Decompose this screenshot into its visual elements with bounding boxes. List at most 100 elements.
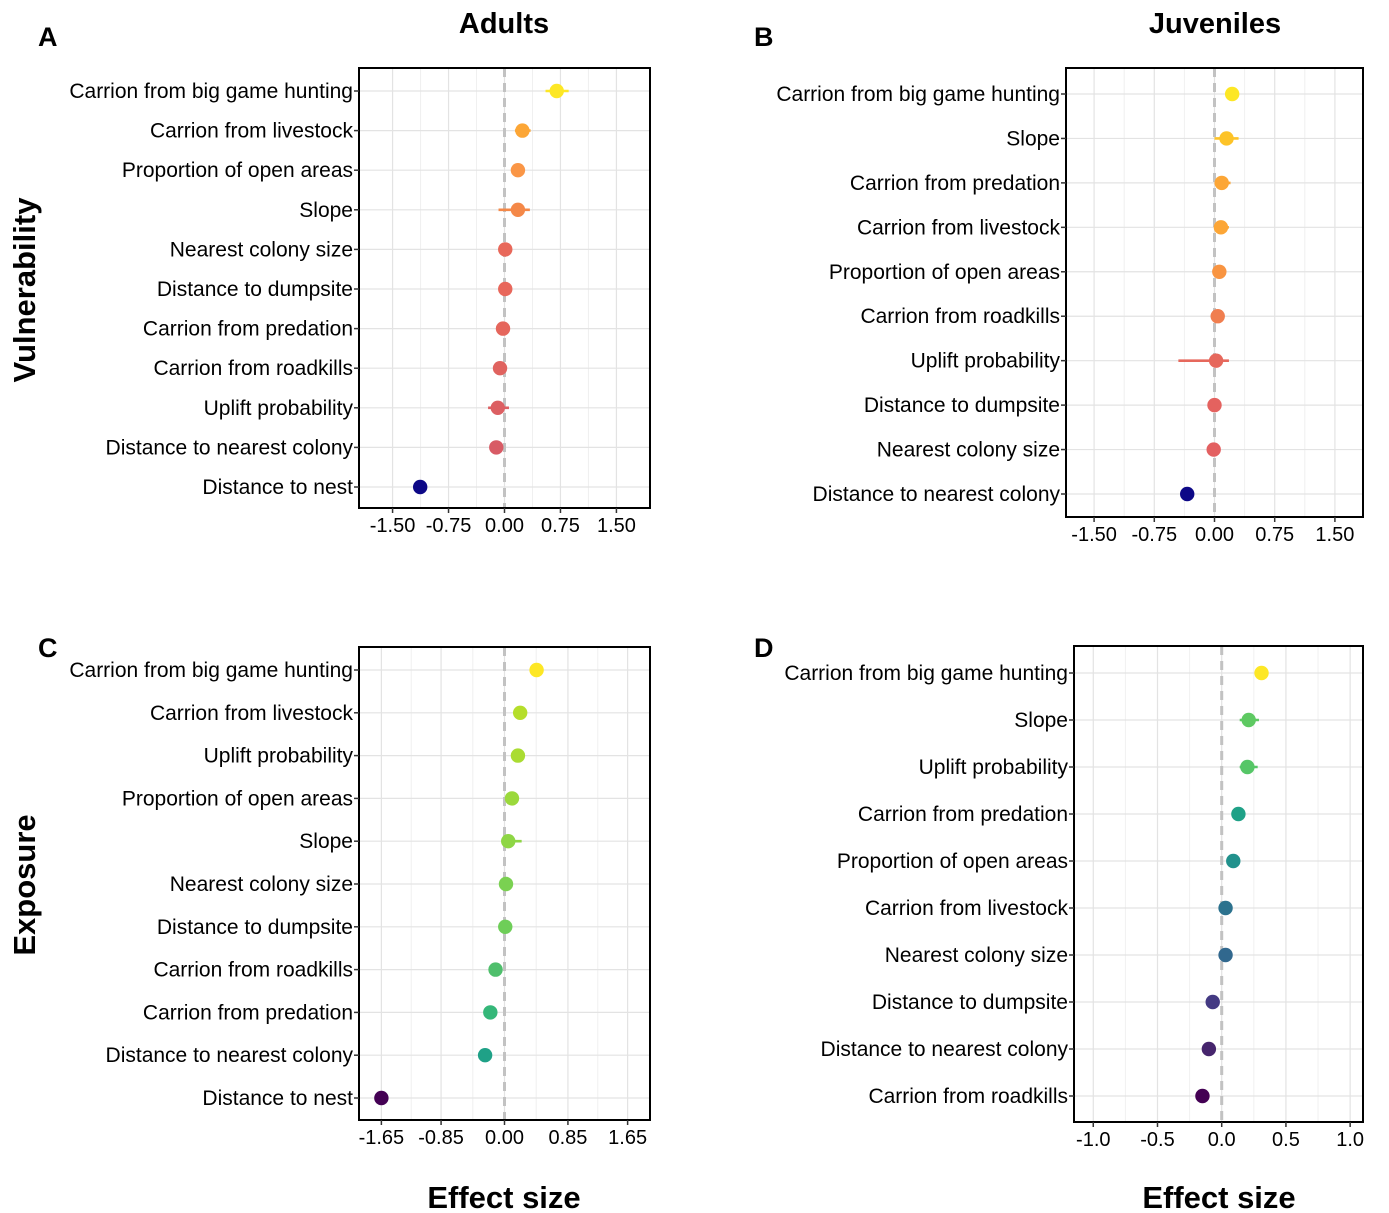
effect-point (1254, 665, 1269, 681)
effect-point (1180, 486, 1195, 502)
y-tick-label: Carrion from predation (858, 803, 1068, 826)
y-tick-label: Carrion from roadkills (868, 1085, 1068, 1108)
effect-point (1214, 175, 1229, 191)
effect-point (504, 791, 520, 806)
y-tick-label: Distance to dumpsite (864, 394, 1060, 417)
effect-point (1208, 353, 1224, 368)
effect-point (510, 163, 526, 178)
y-tick-label: Carrion from big game hunting (69, 80, 353, 103)
y-tick-label: Uplift probability (919, 756, 1069, 779)
effect-point (498, 242, 513, 257)
y-tick-label: Carrion from livestock (150, 120, 354, 143)
y-tick-label: Carrion from predation (850, 172, 1060, 195)
effect-point (515, 123, 530, 138)
y-tick-label: Slope (299, 199, 353, 222)
x-tick-label: 0.0 (1208, 1129, 1236, 1151)
column-title-adults: Adults (459, 8, 549, 40)
y-tick-label: Proportion of open areas (829, 261, 1060, 284)
effect-point (549, 83, 564, 99)
effect-point (1206, 442, 1221, 457)
effect-point (489, 440, 504, 455)
effect-point (490, 400, 505, 415)
y-tick-label: Slope (1014, 709, 1068, 732)
column-title-juveniles: Juveniles (1149, 8, 1281, 40)
y-tick-label: Carrion from livestock (857, 216, 1061, 239)
x-tick-label: -1.0 (1076, 1129, 1110, 1151)
y-tick-label: Carrion from roadkills (153, 959, 353, 982)
x-tick-label: 0.00 (485, 515, 524, 537)
x-tick-label: -0.85 (418, 1127, 464, 1149)
y-tick-label: Nearest colony size (885, 944, 1068, 967)
effect-point (1195, 1088, 1210, 1104)
panel-a: A Carrion from big game hunting Carrion fr… (38, 22, 651, 537)
effect-point (1205, 994, 1220, 1010)
y-tick-label: Distance to nearest colony (813, 483, 1061, 506)
x-tick-label: 0.00 (485, 1127, 524, 1149)
panel-letter: D (754, 633, 774, 663)
panel-letter: C (38, 633, 58, 663)
effect-point (1212, 264, 1227, 279)
y-tick-label: Carrion from roadkills (860, 305, 1060, 328)
y-tick-label: Distance to nearest colony (106, 1044, 354, 1067)
y-tick-label: Carrion from livestock (150, 702, 354, 725)
effect-point (495, 321, 511, 336)
panel-d: D Carrion from big game hunting Slope Uplif… (754, 633, 1364, 1151)
y-tick-label: Distance to dumpsite (157, 278, 353, 301)
x-axis-title-adults: Effect size (427, 1180, 580, 1213)
x-tick-label: 0.85 (548, 1127, 587, 1149)
y-tick-label: Slope (299, 830, 353, 853)
y-tick-label: Carrion from big game hunting (784, 662, 1068, 685)
y-tick-label: Proportion of open areas (837, 850, 1068, 873)
panel-b: B Carrion from big game hunting Slope Carri… (754, 22, 1364, 546)
effect-point (1219, 131, 1234, 146)
plot-background (1074, 646, 1363, 1122)
effect-point (492, 361, 508, 376)
y-tick-label: Carrion from big game hunting (69, 659, 353, 682)
x-tick-label: 1.65 (608, 1127, 647, 1149)
effect-point (1241, 712, 1256, 728)
y-tick-label: Carrion from predation (143, 1001, 353, 1024)
y-tick-label: Distance to dumpsite (157, 916, 353, 939)
effect-point (1218, 947, 1233, 963)
effect-point (510, 202, 526, 217)
y-tick-label: Nearest colony size (877, 439, 1060, 462)
x-tick-label: -1.50 (370, 515, 416, 537)
x-tick-label: 0.75 (541, 515, 580, 537)
panel-c: C Carrion from big game hunting Carrion fr… (38, 633, 651, 1149)
y-tick-label: Proportion of open areas (122, 159, 353, 182)
y-tick-label: Uplift probability (204, 397, 354, 420)
effect-point (498, 876, 514, 892)
effect-point (1210, 309, 1225, 324)
x-axis-title-juveniles: Effect size (1142, 1180, 1295, 1213)
row-title-exposure: Exposure (7, 814, 42, 955)
effect-point (1207, 397, 1222, 413)
y-tick-label: Distance to dumpsite (872, 991, 1068, 1014)
y-tick-label: Uplift probability (204, 745, 354, 768)
panel-letter: B (754, 22, 774, 52)
effect-point (1201, 1041, 1217, 1057)
effect-point (1224, 86, 1240, 102)
x-tick-label: 0.75 (1255, 524, 1294, 546)
effect-point (498, 281, 513, 297)
plot-frame (1073, 645, 1364, 1123)
x-tick-label: 1.50 (1315, 524, 1354, 546)
y-tick-label: Nearest colony size (170, 873, 353, 896)
x-tick-label: -0.5 (1140, 1129, 1174, 1151)
y-tick-label: Distance to nest (202, 1087, 353, 1110)
effect-point (501, 834, 516, 849)
effect-point (1226, 853, 1241, 869)
x-tick-label: 1.50 (597, 515, 636, 537)
y-tick-label: Carrion from big game hunting (776, 83, 1060, 106)
effect-point (512, 705, 528, 720)
effect-point (1218, 900, 1233, 916)
effect-point (1231, 806, 1246, 822)
x-tick-label: -0.75 (426, 515, 472, 537)
y-tick-label: Uplift probability (911, 350, 1061, 373)
x-tick-label: -1.65 (359, 1127, 405, 1149)
effect-point (412, 479, 428, 495)
y-tick-label: Carrion from livestock (865, 897, 1069, 920)
y-tick-label: Slope (1006, 127, 1060, 150)
effect-point (529, 662, 544, 678)
x-tick-label: -0.75 (1132, 524, 1178, 546)
